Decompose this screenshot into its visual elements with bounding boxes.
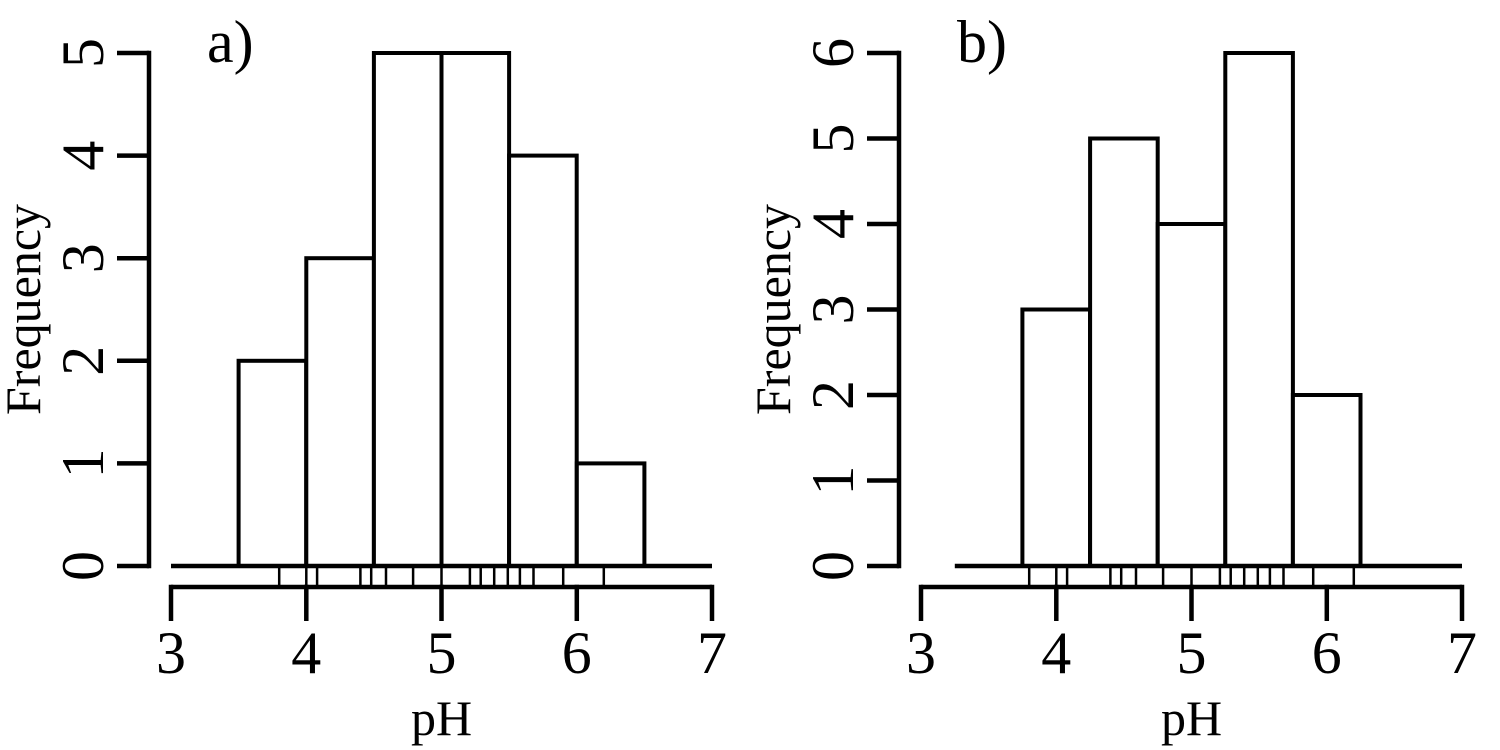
y-tick-label: 5 [50, 38, 116, 68]
panel-label: a) [207, 9, 254, 75]
x-tick-label: 6 [1312, 620, 1342, 686]
histogram-bar [1020, 307, 1092, 568]
histogram-bar [304, 256, 376, 568]
y-tick-label: 3 [50, 243, 116, 273]
y-tick-label: 1 [800, 466, 866, 496]
y-tick-label: 0 [800, 551, 866, 581]
y-axis-title: Frequency [750, 204, 801, 415]
y-tick-label: 2 [50, 346, 116, 376]
histogram-bar [371, 51, 444, 568]
histogram-bar [1290, 393, 1363, 568]
y-tick-label: 4 [800, 209, 866, 239]
y-tick-label: 2 [800, 380, 866, 410]
histogram-bar [439, 51, 512, 568]
histogram-bar [1223, 51, 1295, 568]
x-tick-label: 3 [906, 620, 936, 686]
y-tick-label: 3 [800, 295, 866, 325]
x-axis-title: pH [411, 690, 472, 746]
histogram-bar [236, 358, 309, 568]
y-tick-label: 1 [50, 448, 116, 478]
x-axis-title: pH [1161, 690, 1222, 746]
y-tick-label: 6 [800, 38, 866, 68]
x-tick-label: 3 [156, 620, 186, 686]
histogram-bar [507, 153, 579, 568]
histogram-bar [1088, 136, 1160, 568]
y-tick-label: 5 [800, 124, 866, 154]
histogram-bar [574, 461, 647, 568]
y-tick-label: 4 [50, 141, 116, 171]
x-tick-label: 5 [1177, 620, 1207, 686]
y-axis-title: Frequency [0, 204, 51, 415]
x-tick-label: 7 [697, 620, 727, 686]
x-tick-label: 6 [562, 620, 592, 686]
x-tick-label: 4 [1041, 620, 1071, 686]
x-tick-label: 7 [1447, 620, 1477, 686]
panel-b-chart: 0 1 2 3 4 5 6 3 4 5 6 7 pH Frequency b) [750, 9, 1477, 746]
panel-a-chart: 0 1 2 3 4 5 3 4 5 6 7 pH Frequency a) [0, 9, 727, 746]
x-tick-label: 5 [427, 620, 457, 686]
y-tick-label: 0 [50, 551, 116, 581]
panel-label: b) [957, 9, 1007, 75]
x-tick-label: 4 [291, 620, 321, 686]
histogram-bar [1155, 222, 1228, 568]
